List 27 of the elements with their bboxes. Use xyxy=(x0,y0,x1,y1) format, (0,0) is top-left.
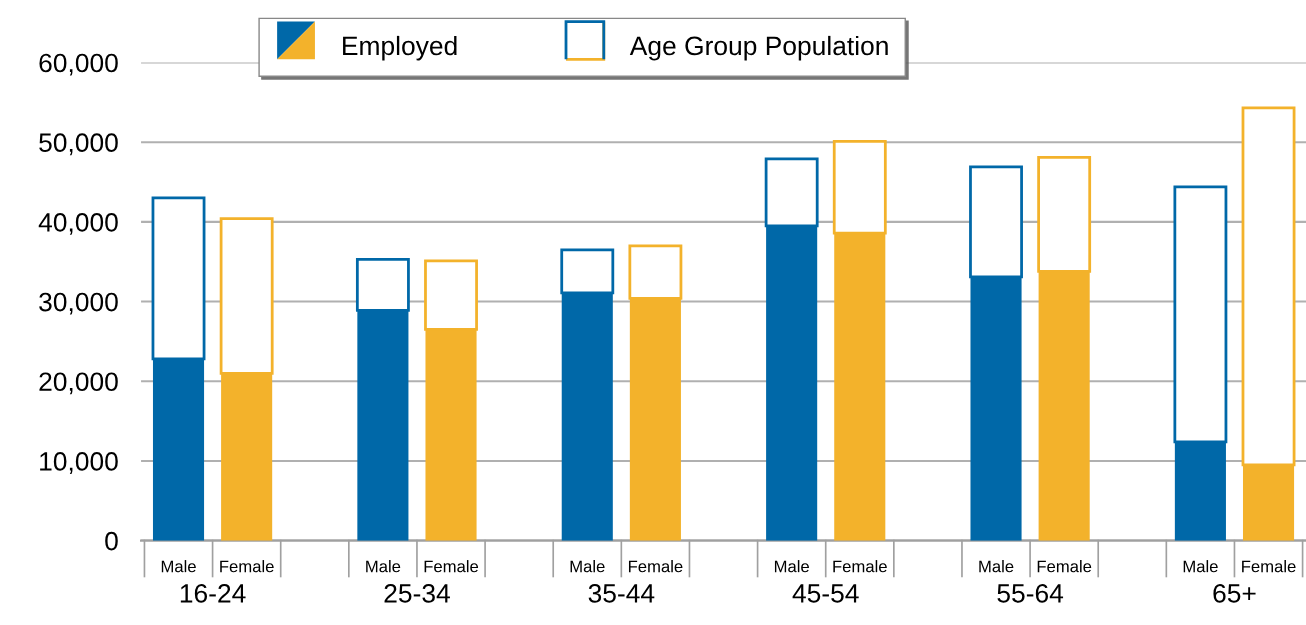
x-tick-label: Male xyxy=(1183,560,1218,573)
y-tick-label: 10,000 xyxy=(40,452,118,474)
y-tick-label: 30,000 xyxy=(39,292,118,315)
text: 16-24 xyxy=(180,584,246,603)
x-tick-label: Female xyxy=(220,560,274,573)
x-tick-label: Female xyxy=(833,560,887,573)
y-tick-label: 50,000 xyxy=(39,133,118,156)
y-tick-label: 60,000 xyxy=(39,53,118,76)
text: 45-54 xyxy=(792,584,859,603)
legend-label: Age Group Population xyxy=(629,35,888,61)
x-tick-label: Female xyxy=(424,560,479,573)
x-tick-label: Male xyxy=(366,560,401,573)
text: 55-64 xyxy=(997,584,1064,603)
text: 35-44 xyxy=(588,584,655,603)
y-tick-label: 20,000 xyxy=(39,372,118,395)
x-tick-label: Male xyxy=(570,560,605,573)
x-tick-label: Female xyxy=(1242,560,1296,573)
text: 25-34 xyxy=(384,584,450,603)
x-tick-label: Male xyxy=(979,560,1014,573)
x-tick-label: Female xyxy=(628,560,683,573)
x-tick-label: Male xyxy=(161,560,196,573)
text: 65+ xyxy=(1213,584,1256,603)
y-tick-label: 40,000 xyxy=(38,213,118,235)
legend-label: Employed xyxy=(343,35,457,61)
y-tick-label: 0 xyxy=(105,531,118,551)
x-tick-label: Female xyxy=(1037,560,1092,573)
x-tick-label: Male xyxy=(774,560,809,573)
